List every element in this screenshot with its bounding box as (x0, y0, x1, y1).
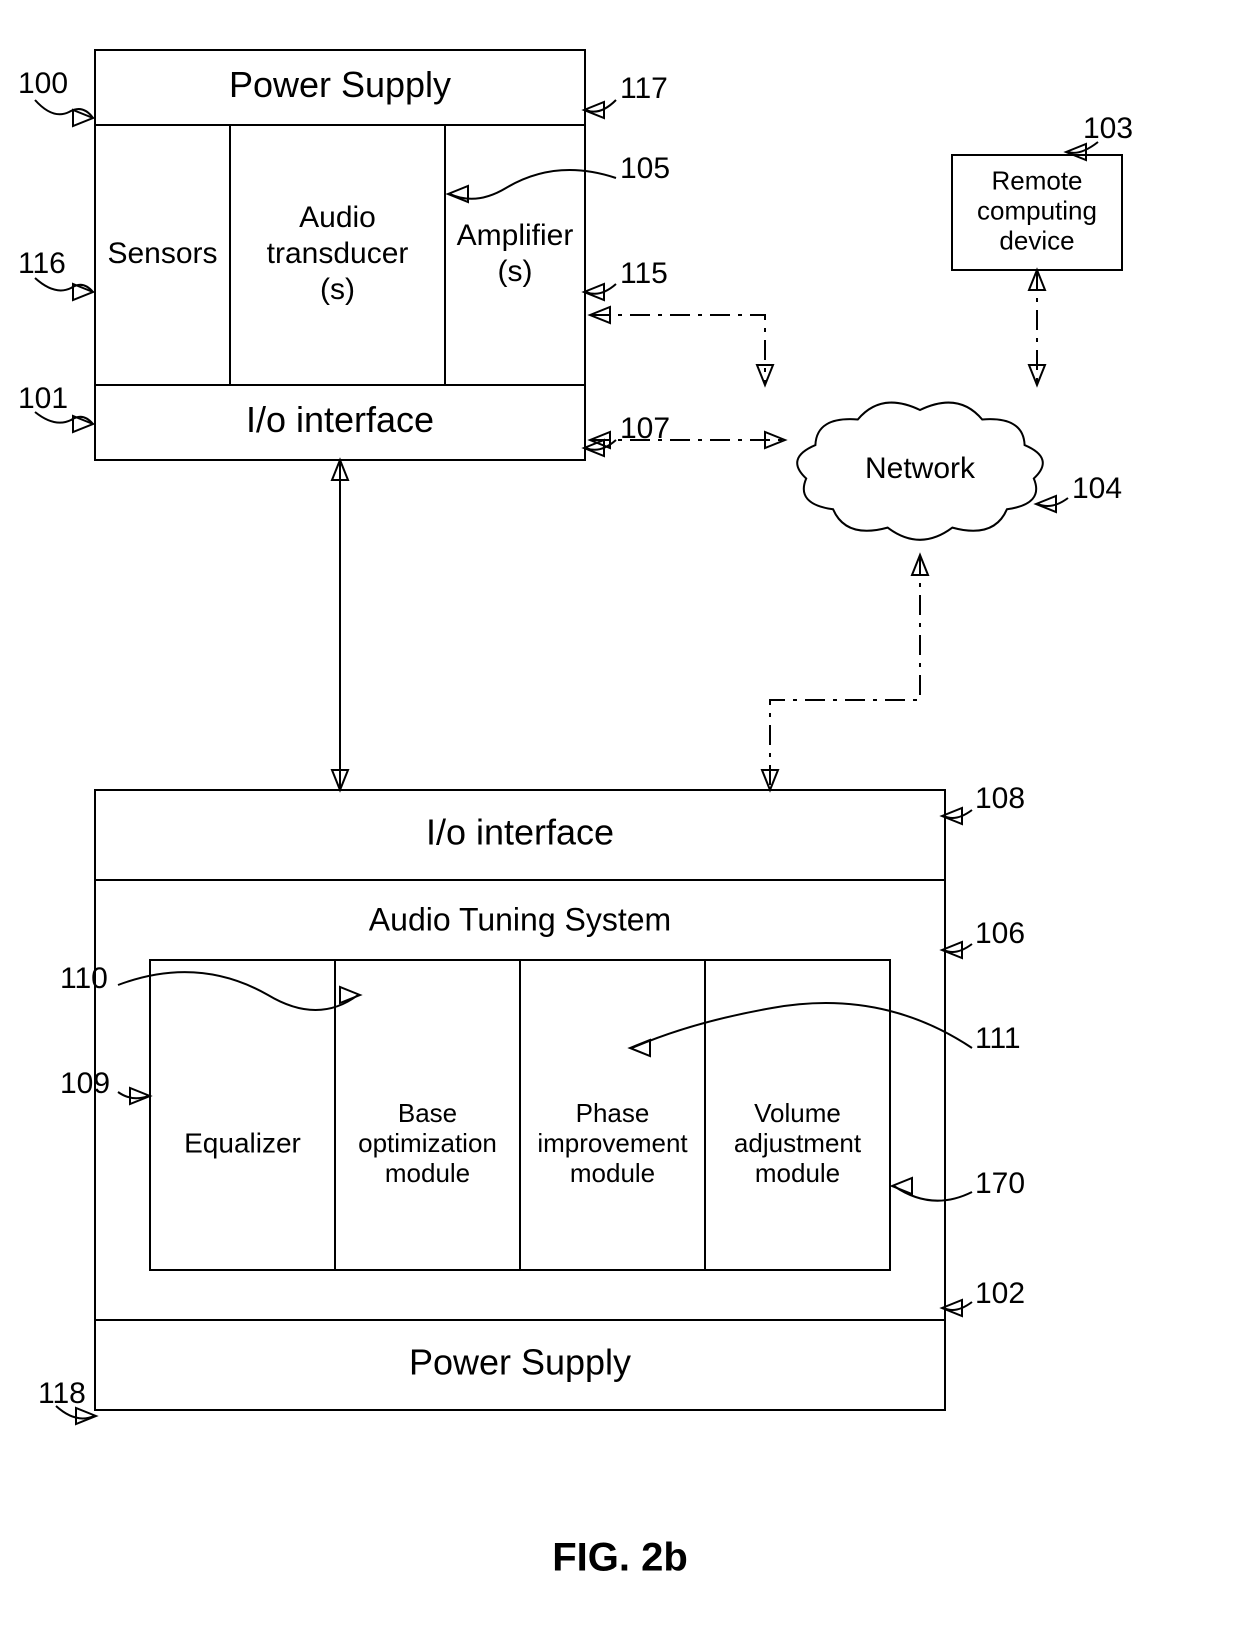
lead-110 (118, 972, 358, 1010)
top-power-supply-label: Power Supply (229, 64, 451, 105)
amplifier-label1: Amplifier (457, 219, 574, 252)
ref-109: 109 (60, 1067, 110, 1100)
transducer-label3: (s) (320, 273, 355, 306)
ref-103: 103 (1083, 112, 1133, 145)
top-io-label: I/o interface (246, 399, 434, 440)
network-label: Network (865, 452, 976, 485)
amplifier-label2: (s) (498, 255, 533, 288)
col-l1-1: Base (398, 1098, 457, 1128)
figure-title: FIG. 2b (552, 1536, 688, 1580)
col-l3-3: module (755, 1158, 840, 1188)
ref-105: 105 (620, 152, 670, 185)
lead-170 (894, 1186, 972, 1201)
ref-116: 116 (18, 247, 66, 280)
transducer-label2: transducer (267, 237, 409, 270)
lead-111 (632, 1003, 972, 1048)
ref-111: 111 (975, 1022, 1021, 1055)
col-l3-2: module (570, 1158, 655, 1188)
col-l2-3: adjustment (734, 1128, 862, 1158)
arrowhead (73, 110, 93, 126)
arrow-network-bottom (770, 555, 920, 790)
col-l1-2: Phase (576, 1098, 650, 1128)
col-l1-3: Volume (754, 1098, 841, 1128)
lead-105 (450, 170, 616, 199)
ref-104: 104 (1072, 472, 1122, 505)
ref-170: 170 (975, 1167, 1025, 1200)
col-l2-2: improvement (537, 1128, 688, 1158)
transducer-label1: Audio (299, 201, 376, 234)
bottom-ps-label: Power Supply (409, 1342, 631, 1383)
bottom-io-label: I/o interface (426, 812, 614, 853)
ref-102: 102 (975, 1277, 1025, 1310)
col-l2-1: optimization (358, 1128, 497, 1158)
ref-108: 108 (975, 782, 1025, 815)
ref-117: 117 (620, 72, 668, 105)
lead-117 (586, 100, 616, 112)
sensors-label: Sensors (107, 237, 217, 270)
ref-115: 115 (620, 257, 668, 290)
remote-label1: Remote (991, 165, 1082, 195)
remote-label2: computing (977, 195, 1097, 225)
ref-101: 101 (18, 382, 68, 415)
ref-107: 107 (620, 412, 670, 445)
ref-110: 110 (60, 962, 108, 995)
remote-label3: device (999, 225, 1074, 255)
ref-106: 106 (975, 917, 1025, 950)
col-l3-1: module (385, 1158, 470, 1188)
ref-118: 118 (38, 1377, 86, 1410)
lead-116 (35, 278, 93, 292)
ref-100: 100 (18, 67, 68, 100)
arrow-top-network-upper (590, 315, 765, 385)
ats-label: Audio Tuning System (369, 901, 671, 937)
col-label-0: Equalizer (184, 1127, 301, 1158)
